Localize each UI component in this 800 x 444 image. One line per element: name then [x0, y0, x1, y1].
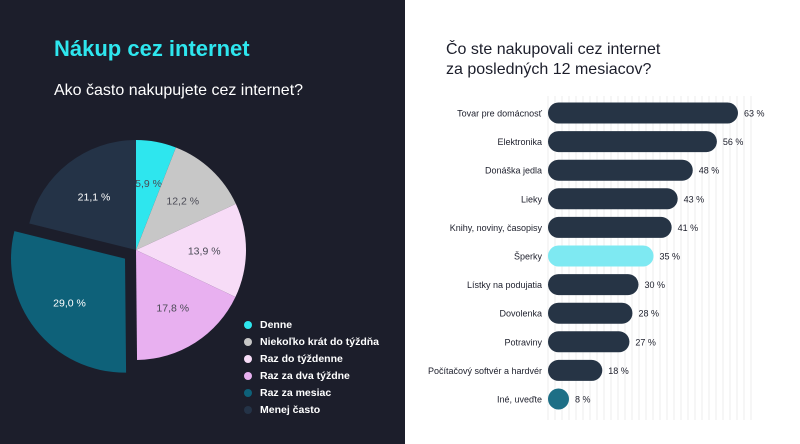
bar-value-label: 27 %	[635, 337, 656, 347]
bar-category-label: Lieky	[521, 194, 543, 204]
pie-slice	[11, 231, 127, 373]
legend-swatch	[244, 354, 252, 363]
bar-category-label: Počítačový softvér a hardvér	[428, 366, 542, 376]
bar-value-label: 30 %	[644, 280, 665, 290]
legend-label: Denne	[260, 318, 293, 331]
legend-item: Denne	[244, 316, 379, 333]
legend-label: Raz za mesiac	[260, 386, 332, 399]
bar	[548, 302, 633, 324]
legend-label: Raz za dva týždne	[260, 369, 350, 382]
bar-value-label: 48 %	[699, 166, 720, 176]
legend-label: Raz do týždenne	[260, 352, 343, 365]
bar	[548, 102, 738, 124]
bar-value-label: 41 %	[678, 223, 699, 233]
bar	[548, 274, 639, 296]
pie-legend: Denne Niekoľko krát do týždňa Raz do týžde…	[244, 316, 379, 418]
pie-slice-label: 29,0 %	[53, 297, 86, 309]
pie-question: Ako často nakupujete cez internet?	[54, 82, 304, 99]
bar	[548, 245, 654, 267]
bar	[548, 216, 672, 238]
pie-slice-label: 13,9 %	[188, 245, 221, 257]
legend-swatch	[244, 405, 252, 414]
bar-category-label: Potraviny	[504, 337, 542, 347]
pie-slice	[136, 203, 246, 298]
legend-item: Raz za dva týždne	[244, 367, 379, 384]
bar-value-label: 35 %	[660, 252, 681, 262]
bar	[548, 359, 603, 381]
left-panel: Nákup cez internet Ako často nakupujete …	[0, 0, 405, 444]
bar-chart: Tovar pre domácnosť 63 % Elektronika 56 % Do…	[428, 96, 765, 420]
legend-item: Raz za mesiac	[244, 384, 379, 401]
bar	[548, 331, 630, 353]
bar-value-label: 63 %	[744, 109, 765, 119]
legend-item: Menej často	[244, 401, 379, 418]
pie-slice-label: 12,2 %	[166, 195, 199, 207]
bar	[548, 131, 717, 153]
bar-value-label: 43 %	[684, 194, 705, 204]
bar-category-label: Iné, uveďte	[497, 395, 542, 405]
bar-category-label: Knihy, noviny, časopisy	[450, 223, 543, 233]
bar-question: Čo ste nakupovali cez internet za posled…	[446, 40, 660, 80]
bar-category-label: Elektronika	[497, 137, 542, 147]
page-title: Nákup cez internet	[54, 36, 250, 61]
bar	[548, 188, 678, 210]
bar-question-line-2: za posledných 12 mesiacov?	[446, 61, 652, 78]
bar	[548, 388, 569, 410]
pie-slice-label: 17,8 %	[156, 302, 189, 314]
legend-swatch	[244, 337, 252, 346]
bar-value-label: 28 %	[638, 309, 659, 319]
bar	[548, 159, 693, 181]
pie-slice	[29, 140, 136, 250]
legend-item: Raz do týždenne	[244, 350, 379, 367]
legend-item: Niekoľko krát do týždňa	[244, 333, 379, 350]
bar-category-label: Lístky na podujatia	[467, 280, 542, 290]
legend-swatch	[244, 371, 252, 380]
bar-category-label: Donáška jedla	[485, 166, 542, 176]
bar-category-label: Dovolenka	[499, 309, 542, 319]
bar-value-label: 56 %	[723, 137, 744, 147]
legend-label: Menej často	[260, 403, 321, 416]
pie-slice	[136, 250, 236, 360]
bar-value-label: 18 %	[608, 366, 629, 376]
bar-value-label: 8 %	[575, 395, 591, 405]
pie-slice-label: 21,1 %	[78, 191, 111, 203]
pie-slice	[136, 140, 176, 250]
legend-swatch	[244, 388, 252, 397]
legend-label: Niekoľko krát do týždňa	[260, 335, 379, 348]
pie-slice	[136, 147, 236, 250]
bar-category-label: Šperky	[514, 252, 543, 262]
bar-category-label: Tovar pre domácnosť	[457, 109, 543, 119]
pie-slice-label: 5,9 %	[135, 178, 162, 190]
bar-question-line-1: Čo ste nakupovali cez internet	[446, 41, 661, 58]
legend-swatch	[244, 320, 252, 329]
pie-chart: 5,9 % 12,2 % 13,9 % 17,8 % 29,0 % 21,1 %	[11, 140, 246, 373]
